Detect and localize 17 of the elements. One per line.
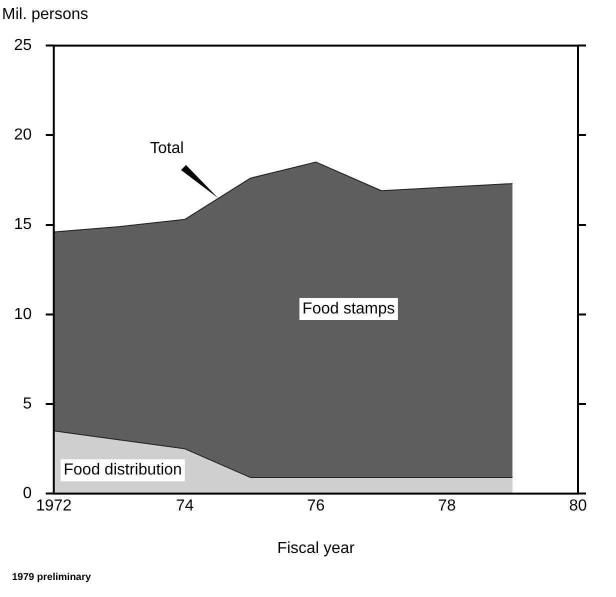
x-tick-label: 80 xyxy=(569,498,587,515)
annotation: Total xyxy=(150,140,184,158)
series-label: Food stamps xyxy=(302,300,395,318)
y-tick-label: 25 xyxy=(14,37,32,54)
x-tick-label: 76 xyxy=(307,498,325,515)
text: 1979 preliminary xyxy=(12,572,91,583)
y-tick-label: 15 xyxy=(14,216,32,234)
y-tick-label: 5 xyxy=(22,395,32,412)
y-tick-label: 0 xyxy=(22,485,32,502)
y-tick-label: 20 xyxy=(14,126,32,144)
y-axis-title: Mil. persons xyxy=(2,6,88,24)
y-tick-label: 10 xyxy=(14,306,32,323)
series-label: Food distribution xyxy=(64,462,182,479)
x-tick-label: 78 xyxy=(438,498,456,515)
x-tick-label: 74 xyxy=(176,498,194,515)
x-axis-title: Fiscal year xyxy=(277,540,356,557)
x-tick-label: 1972 xyxy=(36,498,72,515)
